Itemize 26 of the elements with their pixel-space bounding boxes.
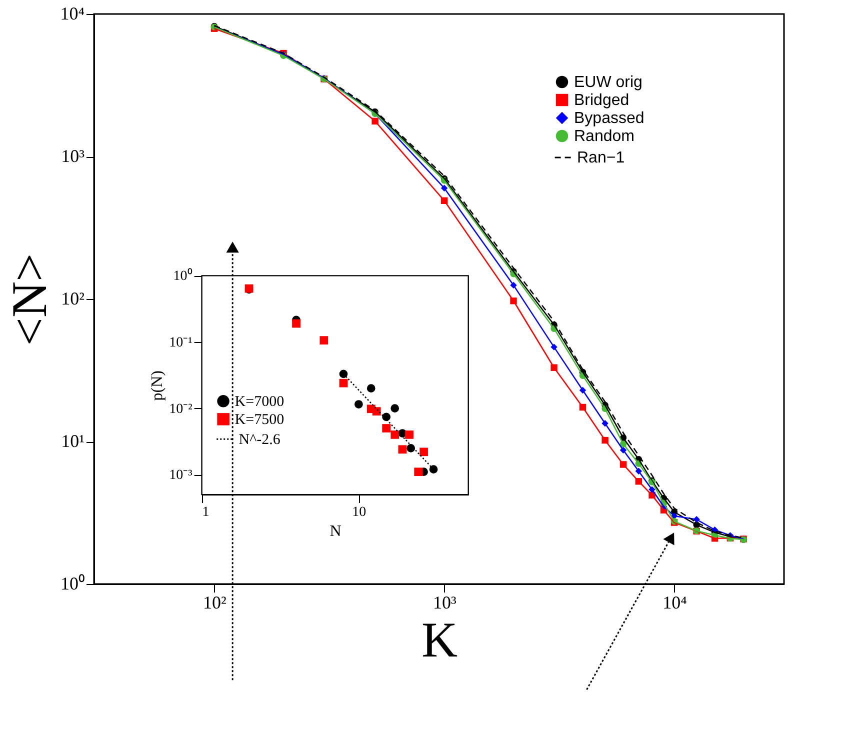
y-axis-title: <N> [1,253,58,346]
y-tick-label: 10⁰ [173,268,192,284]
x-tick-label: 10² [203,592,226,612]
legend-label: Bypassed [574,110,644,127]
legend-label: N^-2.6 [238,432,281,448]
y-tick-label: 10² [61,288,84,308]
y-tick-label: 10¹ [61,431,84,451]
x-tick-label: 10 [352,505,366,520]
legend-label: EUW orig [574,74,642,91]
legend-label: K=7500 [234,412,284,428]
y-tick-label: 10⁻¹ [169,335,192,350]
x-axis-title: N [330,523,342,540]
y-tick-label: 10⁻² [169,402,192,417]
legend-label: K=7000 [234,394,284,410]
y-tick-label: 10⁴ [60,4,84,24]
x-tick-label: 1 [202,505,210,520]
y-tick-label: 10³ [61,146,86,166]
y-tick-label: 10⁰ [60,574,84,594]
legend-label: Ran−1 [577,150,625,166]
legend-label: Bridged [574,92,630,109]
y-tick-label: 10⁻³ [169,468,192,484]
legend-label: Random [574,128,634,145]
x-tick-label: 10⁴ [662,592,687,612]
y-axis-title: p(N) [149,370,166,401]
x-tick-label: 10³ [433,592,458,612]
x-axis-title: K [421,612,458,668]
